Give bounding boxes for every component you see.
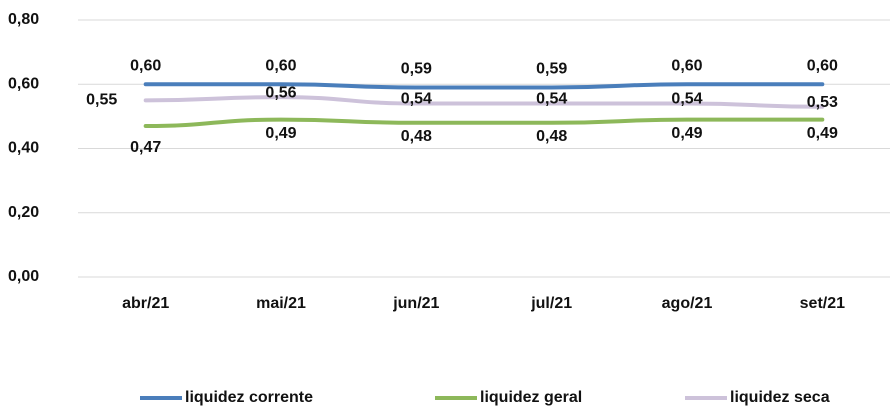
data-label: 0,48 bbox=[401, 128, 432, 145]
y-tick-label: 0,00 bbox=[8, 268, 39, 285]
y-tick-label: 0,20 bbox=[8, 204, 39, 221]
data-label: 0,54 bbox=[671, 91, 702, 108]
data-label: 0,49 bbox=[265, 125, 296, 142]
data-label: 0,56 bbox=[265, 84, 296, 101]
data-label: 0,60 bbox=[265, 57, 296, 74]
series-line bbox=[143, 95, 825, 109]
data-label: 0,55 bbox=[86, 92, 117, 109]
series-line bbox=[143, 117, 825, 129]
legend-label: liquidez corrente bbox=[185, 389, 313, 406]
data-label: 0,49 bbox=[807, 125, 838, 142]
x-tick-label: mai/21 bbox=[256, 295, 306, 312]
legend-label: liquidez seca bbox=[730, 389, 830, 406]
data-label: 0,60 bbox=[807, 57, 838, 74]
data-label: 0,47 bbox=[130, 139, 161, 156]
data-label: 0,54 bbox=[536, 91, 567, 108]
data-label: 0,59 bbox=[536, 61, 567, 78]
data-label: 0,48 bbox=[536, 128, 567, 145]
data-label: 0,49 bbox=[671, 125, 702, 142]
data-label: 0,53 bbox=[807, 94, 838, 111]
x-tick-label: ago/21 bbox=[662, 295, 713, 312]
data-label: 0,60 bbox=[130, 57, 161, 74]
y-tick-label: 0,60 bbox=[8, 75, 39, 92]
data-label: 0,59 bbox=[401, 61, 432, 78]
legend-label: liquidez geral bbox=[480, 389, 582, 406]
y-tick-label: 0,80 bbox=[8, 11, 39, 28]
series-line bbox=[143, 82, 825, 90]
x-tick-label: jun/21 bbox=[392, 295, 439, 312]
x-tick-label: set/21 bbox=[800, 295, 845, 312]
data-label: 0,60 bbox=[671, 57, 702, 74]
x-tick-label: abr/21 bbox=[122, 295, 169, 312]
x-tick-label: jul/21 bbox=[530, 295, 572, 312]
y-tick-label: 0,40 bbox=[8, 140, 39, 157]
data-label: 0,54 bbox=[401, 91, 432, 108]
